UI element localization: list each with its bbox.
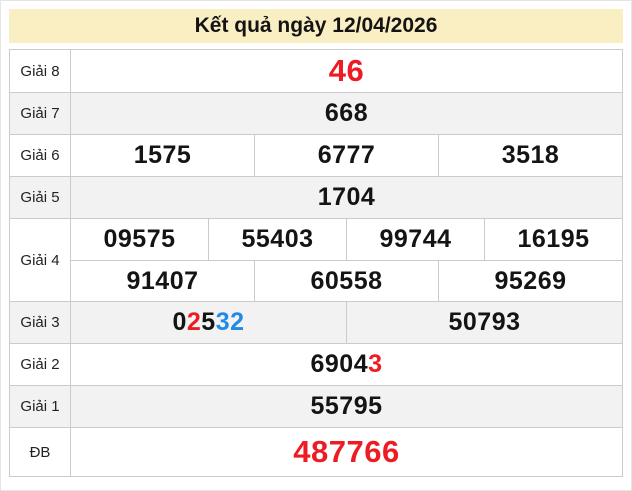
prize-values: 668 [71,93,622,134]
prize-label: Giải 3 [10,302,71,343]
prize-label: Giải 5 [10,177,71,218]
prize-row: Giải 7 668 [10,92,622,134]
prize-subrow: 46 [71,50,622,92]
results-table: Giải 8 46 Giải 7 668 Giải 6 1575 6777 3518 Giải … [9,49,623,477]
number-segment: 55795 [310,392,383,420]
number-segment: 5 [201,308,216,336]
prize-number: 1575 [71,135,254,176]
prize-row: ĐB 487766 [10,427,622,476]
prize-row: Giải 5 1704 [10,176,622,218]
prize-number: 50793 [346,302,622,343]
prize-number: 668 [71,93,622,134]
prize-number: 60558 [254,261,438,301]
prize-row: Giải 6 1575 6777 3518 [10,134,622,176]
prize-number: 0 2 5 32 [71,302,346,343]
prize-number: 16195 [484,219,622,260]
prize-label: Giải 2 [10,344,71,385]
prize-number: 09575 [71,219,208,260]
prize-number: 6777 [254,135,438,176]
prize-number: 6904 3 [71,344,622,385]
prize-label: Giải 6 [10,135,71,176]
prize-label: Giải 1 [10,386,71,427]
number-segment: 99744 [379,225,452,253]
prize-label: ĐB [10,428,71,476]
prize-values: 55795 [71,386,622,427]
number-segment: 95269 [494,266,567,295]
prize-number: 1704 [71,177,622,218]
number-segment: 32 [215,308,245,336]
number-segment: 6904 [310,350,369,378]
prize-label: Giải 7 [10,93,71,134]
prize-number: 99744 [346,219,484,260]
number-segment: 1704 [317,183,376,211]
prize-values: 487766 [71,428,622,476]
prize-number: 487766 [71,428,622,476]
prize-row: Giải 4 09575 55403 99744 16195 91407 60558 9526… [10,218,622,301]
prize-values: 09575 55403 99744 16195 91407 60558 95269 [71,219,622,301]
prize-row: Giải 2 6904 3 [10,343,622,385]
prize-number: 95269 [438,261,622,301]
number-segment: 55403 [241,225,314,253]
prize-row: Giải 8 46 [10,50,622,92]
number-segment: 0 [172,308,187,336]
number-segment: 1575 [133,141,192,169]
number-segment: 46 [328,53,365,88]
prize-values: 1575 6777 3518 [71,135,622,176]
prize-number: 55403 [208,219,346,260]
prize-row: Giải 3 0 2 5 32 50793 [10,301,622,343]
number-segment: 2 [186,308,202,336]
prize-subrow: 09575 55403 99744 16195 [71,219,622,260]
number-segment: 487766 [293,434,400,469]
prize-number: 55795 [71,386,622,427]
prize-row: Giải 1 55795 [10,385,622,427]
number-segment: 668 [324,99,369,127]
prize-label: Giải 8 [10,50,71,92]
prize-subrow: 1704 [71,177,622,218]
number-segment: 3 [368,350,383,378]
prize-values: 0 2 5 32 50793 [71,302,622,343]
prize-number: 46 [71,50,622,92]
number-segment: 3518 [501,141,560,169]
results-header: Kết quả ngày 12/04/2026 [9,9,623,43]
prize-number: 3518 [438,135,622,176]
prize-subrow: 6904 3 [71,344,622,385]
prize-values: 6904 3 [71,344,622,385]
number-segment: 09575 [103,225,176,253]
prize-subrow: 668 [71,93,622,134]
number-segment: 16195 [517,225,590,253]
prize-number: 91407 [71,261,254,301]
page-title: Kết quả ngày 12/04/2026 [194,14,438,37]
prize-subrow: 487766 [71,428,622,476]
prize-subrow: 55795 [71,386,622,427]
number-segment: 60558 [310,266,383,295]
prize-subrow: 1575 6777 3518 [71,135,622,176]
prize-subrow: 0 2 5 32 50793 [71,302,622,343]
prize-values: 1704 [71,177,622,218]
prize-label: Giải 4 [10,219,71,301]
number-segment: 6777 [317,141,376,169]
prize-values: 46 [71,50,622,92]
number-segment: 91407 [126,266,199,295]
number-segment: 50793 [448,308,521,336]
prize-subrow: 91407 60558 95269 [71,260,622,301]
